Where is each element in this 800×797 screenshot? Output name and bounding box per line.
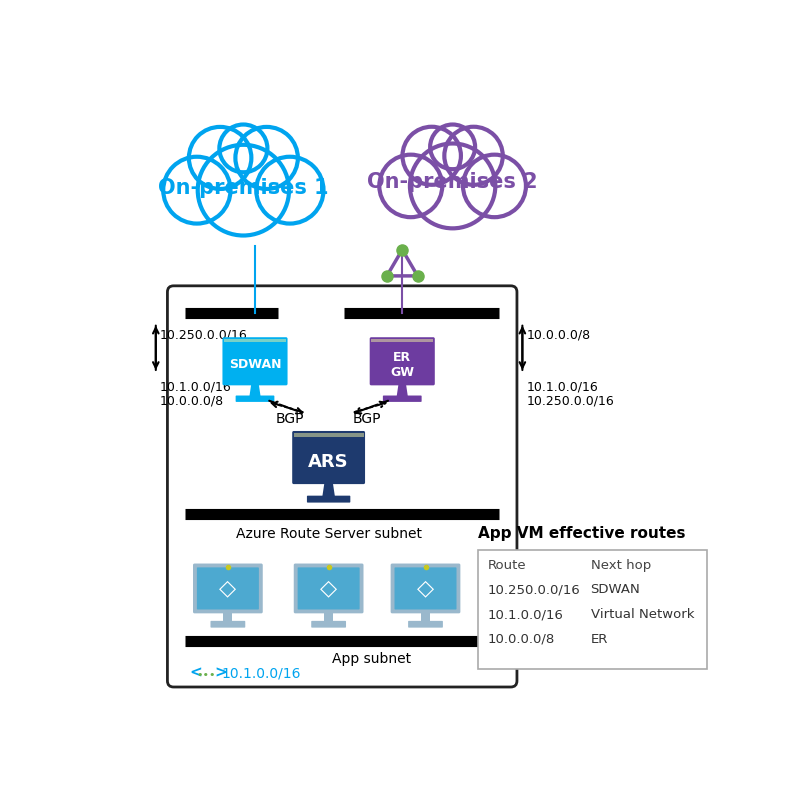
FancyBboxPatch shape [371,339,434,343]
Polygon shape [397,384,408,396]
Text: 10.250.0.0/16: 10.250.0.0/16 [526,395,614,407]
Text: ◇: ◇ [320,579,337,599]
FancyBboxPatch shape [210,621,246,627]
FancyBboxPatch shape [394,567,457,610]
Text: On-premises 2: On-premises 2 [367,172,538,192]
Text: ◇: ◇ [219,579,237,599]
Polygon shape [250,384,261,396]
Circle shape [256,157,323,224]
FancyBboxPatch shape [311,621,346,627]
Circle shape [430,124,475,169]
Text: BGP: BGP [276,412,304,426]
Text: On-premises 1: On-premises 1 [158,178,329,198]
Text: 10.1.0.0/16: 10.1.0.0/16 [487,608,563,621]
Circle shape [189,127,251,189]
Circle shape [444,127,502,185]
Text: 10.0.0.0/8: 10.0.0.0/8 [160,395,224,407]
FancyBboxPatch shape [236,395,274,402]
FancyBboxPatch shape [222,337,287,386]
Text: ER
GW: ER GW [390,351,414,379]
Text: App VM effective routes: App VM effective routes [478,526,686,540]
Text: <: < [189,665,202,681]
Polygon shape [324,612,333,622]
Text: ARS: ARS [308,453,349,470]
FancyBboxPatch shape [294,563,363,614]
FancyBboxPatch shape [390,563,460,614]
FancyBboxPatch shape [292,431,365,484]
FancyBboxPatch shape [478,550,707,669]
Text: 10.1.0.0/16: 10.1.0.0/16 [160,380,231,394]
Text: Virtual Network: Virtual Network [590,608,694,621]
Text: ◇: ◇ [417,579,434,599]
FancyBboxPatch shape [294,433,363,437]
Text: 10.0.0.0/8: 10.0.0.0/8 [487,633,554,646]
Text: •••: ••• [196,669,216,680]
Polygon shape [421,612,430,622]
Circle shape [463,155,526,218]
Text: Route: Route [487,559,526,571]
Circle shape [198,145,289,235]
Circle shape [235,127,298,189]
Polygon shape [223,612,233,622]
FancyBboxPatch shape [197,567,259,610]
Text: 10.1.0.0/16: 10.1.0.0/16 [526,380,598,394]
FancyBboxPatch shape [383,395,422,402]
Circle shape [410,143,495,229]
Text: >: > [214,665,227,681]
Text: 10.0.0.0/8: 10.0.0.0/8 [526,328,590,341]
Circle shape [163,157,230,224]
FancyBboxPatch shape [193,563,262,614]
Circle shape [379,155,442,218]
FancyBboxPatch shape [307,496,350,503]
FancyBboxPatch shape [167,286,517,687]
Text: SDWAN: SDWAN [590,583,640,596]
Text: 10.250.0.0/16: 10.250.0.0/16 [160,328,247,341]
Text: Azure Route Server subnet: Azure Route Server subnet [236,527,422,541]
FancyBboxPatch shape [370,337,435,386]
Text: ER: ER [590,633,608,646]
Text: 10.1.0.0/16: 10.1.0.0/16 [222,666,301,680]
FancyBboxPatch shape [408,621,443,627]
Text: SDWAN: SDWAN [229,359,282,371]
Text: App subnet: App subnet [332,652,411,665]
FancyBboxPatch shape [298,567,360,610]
Circle shape [402,127,461,185]
Circle shape [219,124,267,172]
FancyBboxPatch shape [224,339,286,343]
Text: BGP: BGP [353,412,382,426]
Text: 10.250.0.0/16: 10.250.0.0/16 [487,583,580,596]
Text: Next hop: Next hop [590,559,651,571]
Polygon shape [322,482,335,497]
